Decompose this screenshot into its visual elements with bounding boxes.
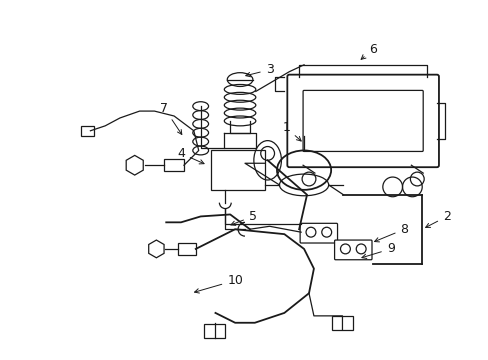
- Text: 1: 1: [282, 121, 301, 141]
- FancyBboxPatch shape: [303, 90, 422, 152]
- Bar: [203, 324, 225, 338]
- Text: 6: 6: [361, 42, 376, 59]
- Text: 3: 3: [245, 63, 273, 77]
- Bar: [210, 150, 264, 190]
- FancyBboxPatch shape: [300, 223, 337, 243]
- Text: 8: 8: [374, 223, 407, 242]
- Bar: [164, 159, 183, 171]
- Bar: [178, 243, 195, 255]
- Text: 9: 9: [361, 242, 394, 258]
- Text: 10: 10: [194, 274, 243, 293]
- Bar: [331, 316, 352, 330]
- Text: 7: 7: [160, 102, 182, 134]
- Text: 2: 2: [425, 210, 450, 228]
- Text: 5: 5: [230, 210, 256, 225]
- FancyBboxPatch shape: [334, 240, 371, 260]
- FancyBboxPatch shape: [287, 75, 438, 167]
- Bar: [81, 126, 94, 136]
- Text: 4: 4: [177, 147, 203, 164]
